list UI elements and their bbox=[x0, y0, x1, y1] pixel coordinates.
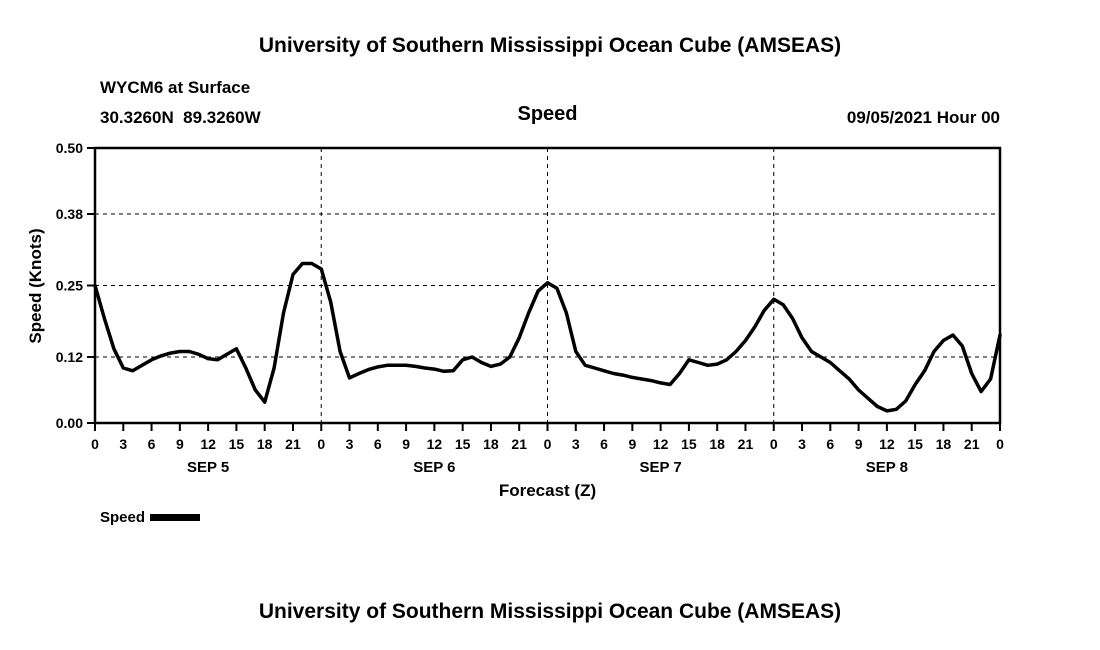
page-title-bottom: University of Southern Mississippi Ocean… bbox=[258, 600, 842, 623]
x-tick-label: 9 bbox=[176, 436, 184, 452]
x-tick-label: 3 bbox=[798, 436, 806, 452]
x-tick-label: 21 bbox=[964, 436, 980, 452]
y-tick-label: 0.50 bbox=[56, 140, 83, 156]
x-tick-label: 18 bbox=[709, 436, 725, 452]
x-tick-label: 15 bbox=[229, 436, 245, 452]
x-tick-label: 0 bbox=[770, 436, 778, 452]
x-tick-label: 21 bbox=[738, 436, 754, 452]
legend-label: Speed bbox=[100, 509, 146, 526]
run-time-label: 09/05/2021 Hour 00 bbox=[846, 108, 1000, 127]
speed-line bbox=[93, 261, 1002, 413]
y-tick-label: 0.25 bbox=[56, 278, 83, 294]
legend-line-swatch bbox=[150, 514, 201, 521]
plot-title: Speed bbox=[517, 103, 578, 125]
y-tick-label: 0.12 bbox=[56, 349, 83, 365]
day-label: SEP 5 bbox=[187, 459, 229, 476]
x-axis-title: Forecast (Z) bbox=[498, 481, 597, 500]
x-tick-label: 12 bbox=[427, 436, 443, 452]
x-tick-label: 18 bbox=[257, 436, 273, 452]
coordinates-label: 30.3260N 89.3260W bbox=[100, 108, 261, 127]
x-tick-label: 9 bbox=[628, 436, 636, 452]
day-label: SEP 6 bbox=[413, 459, 455, 476]
x-tick-label: 0 bbox=[996, 436, 1004, 452]
x-tick-label: 12 bbox=[200, 436, 216, 452]
x-tick-label: 15 bbox=[455, 436, 471, 452]
x-tick-label: 6 bbox=[374, 436, 382, 452]
x-tick-label: 0 bbox=[317, 436, 325, 452]
legend: Speed bbox=[100, 509, 201, 526]
page-title-top: University of Southern Mississippi Ocean… bbox=[258, 34, 842, 57]
y-tick-label: 0.00 bbox=[56, 415, 83, 431]
x-tick-label: 6 bbox=[826, 436, 834, 452]
x-tick-label: 0 bbox=[544, 436, 552, 452]
station-label: WYCM6 at Surface bbox=[100, 78, 251, 97]
day-label: SEP 8 bbox=[866, 459, 908, 476]
x-tick-label: 0 bbox=[91, 436, 99, 452]
x-tick-label: 15 bbox=[681, 436, 697, 452]
x-tick-label: 6 bbox=[600, 436, 608, 452]
x-tick-label: 9 bbox=[402, 436, 410, 452]
y-axis-title: Speed (Knots) bbox=[26, 228, 45, 344]
x-tick-label: 15 bbox=[907, 436, 923, 452]
x-tick-label: 18 bbox=[936, 436, 952, 452]
x-tick-label: 3 bbox=[119, 436, 127, 452]
x-tick-label: 21 bbox=[511, 436, 527, 452]
x-tick-label: 12 bbox=[653, 436, 669, 452]
x-tick-label: 3 bbox=[346, 436, 354, 452]
day-label: SEP 7 bbox=[639, 459, 681, 476]
y-tick-label: 0.38 bbox=[56, 206, 83, 222]
x-tick-label: 3 bbox=[572, 436, 580, 452]
x-tick-label: 6 bbox=[148, 436, 156, 452]
x-tick-label: 12 bbox=[879, 436, 895, 452]
x-tick-label: 9 bbox=[855, 436, 863, 452]
x-tick-label: 21 bbox=[285, 436, 301, 452]
x-tick-label: 18 bbox=[483, 436, 499, 452]
